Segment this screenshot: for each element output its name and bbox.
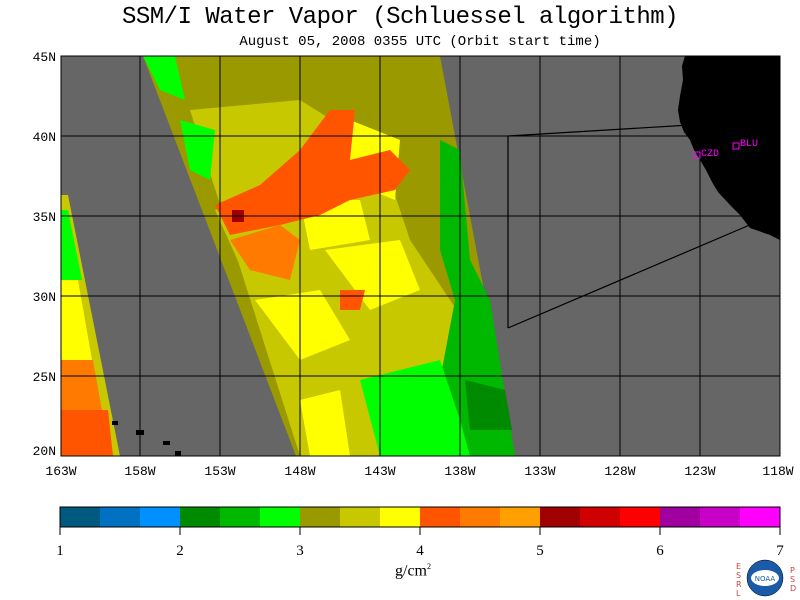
lon-label: 118W (762, 464, 793, 479)
colorbar-tick-label: 1 (56, 543, 64, 559)
island (175, 451, 181, 456)
lat-labels: 45N 40N 35N 30N 25N 20N (33, 50, 56, 459)
colorbar-swatch (340, 507, 381, 527)
lat-label: 25N (33, 370, 56, 385)
station-label-czd: CZD (701, 149, 719, 160)
lat-label: 30N (33, 290, 56, 305)
lat-label: 40N (33, 130, 56, 145)
left-swath (61, 195, 120, 456)
lon-label: 143W (364, 464, 395, 479)
lon-labels: 163W 158W 153W 148W 143W 138W 133W 128W … (45, 464, 793, 479)
noaa-logo: NOAA (746, 559, 784, 597)
land-mass (678, 56, 780, 240)
colorbar-swatch (380, 507, 421, 527)
lat-label: 35N (33, 210, 56, 225)
colorbar-swatch (740, 507, 781, 527)
logo-letters-left: ESRL (736, 562, 742, 598)
lat-label: 20N (33, 444, 56, 459)
lon-label: 153W (204, 464, 235, 479)
graticule (61, 56, 780, 456)
colorbar-swatch (100, 507, 141, 527)
colorbar-swatch (460, 507, 501, 527)
colorbar-swatch (220, 507, 261, 527)
region-outline (507, 124, 753, 329)
colorbar-swatch (300, 507, 341, 527)
lon-label: 128W (604, 464, 635, 479)
colorbar-tick-label: 6 (656, 543, 664, 559)
island (163, 441, 170, 445)
noaa-badge-icon-inner (751, 570, 779, 586)
colorbar-swatch (540, 507, 581, 527)
map-frame (60, 55, 781, 457)
main-swath (143, 56, 515, 456)
colorbar-tick-label: 7 (776, 543, 784, 559)
colorbar-tick-label: 5 (536, 543, 544, 559)
station-marker-blu (732, 142, 740, 150)
lon-label: 123W (684, 464, 715, 479)
lon-label: 163W (45, 464, 76, 479)
colorbar-swatch (180, 507, 221, 527)
colorbar-swatch (700, 507, 741, 527)
lon-label: 133W (524, 464, 555, 479)
lon-label: 138W (444, 464, 475, 479)
noaa-badge-text: NOAA (755, 575, 776, 583)
colorbar-swatch (620, 507, 661, 527)
colorbar-swatch (60, 507, 101, 527)
station-marker-czd (693, 151, 701, 159)
colorbar-swatch (260, 507, 301, 527)
colorbar-swatch (580, 507, 621, 527)
map-subtitle: August 05, 2008 0355 UTC (Orbit start ti… (239, 34, 601, 50)
lon-label: 158W (124, 464, 155, 479)
island (112, 421, 118, 425)
map-field (61, 56, 780, 456)
colorbar-tick-label: 3 (296, 543, 304, 559)
lon-label: 148W (284, 464, 315, 479)
colorbar-swatch (140, 507, 181, 527)
station-markers (693, 142, 740, 159)
colorbar-ticks: 1 2 3 4 5 6 7 (56, 527, 784, 559)
colorbar-tick-label: 4 (416, 543, 424, 559)
colorbar-swatch (500, 507, 541, 527)
station-label-blu: BLU (740, 139, 758, 150)
lat-label: 45N (33, 50, 56, 65)
colorbar-swatch (660, 507, 701, 527)
colorbar-tick-label: 2 (176, 543, 184, 559)
colorbar-swatch (420, 507, 461, 527)
colorbar-units: g/cm2 (395, 562, 431, 580)
colorbar (60, 507, 781, 527)
map-title: SSM/I Water Vapor (Schluessel algorithm) (121, 4, 679, 31)
logo-letters-right: PSD (790, 566, 797, 593)
